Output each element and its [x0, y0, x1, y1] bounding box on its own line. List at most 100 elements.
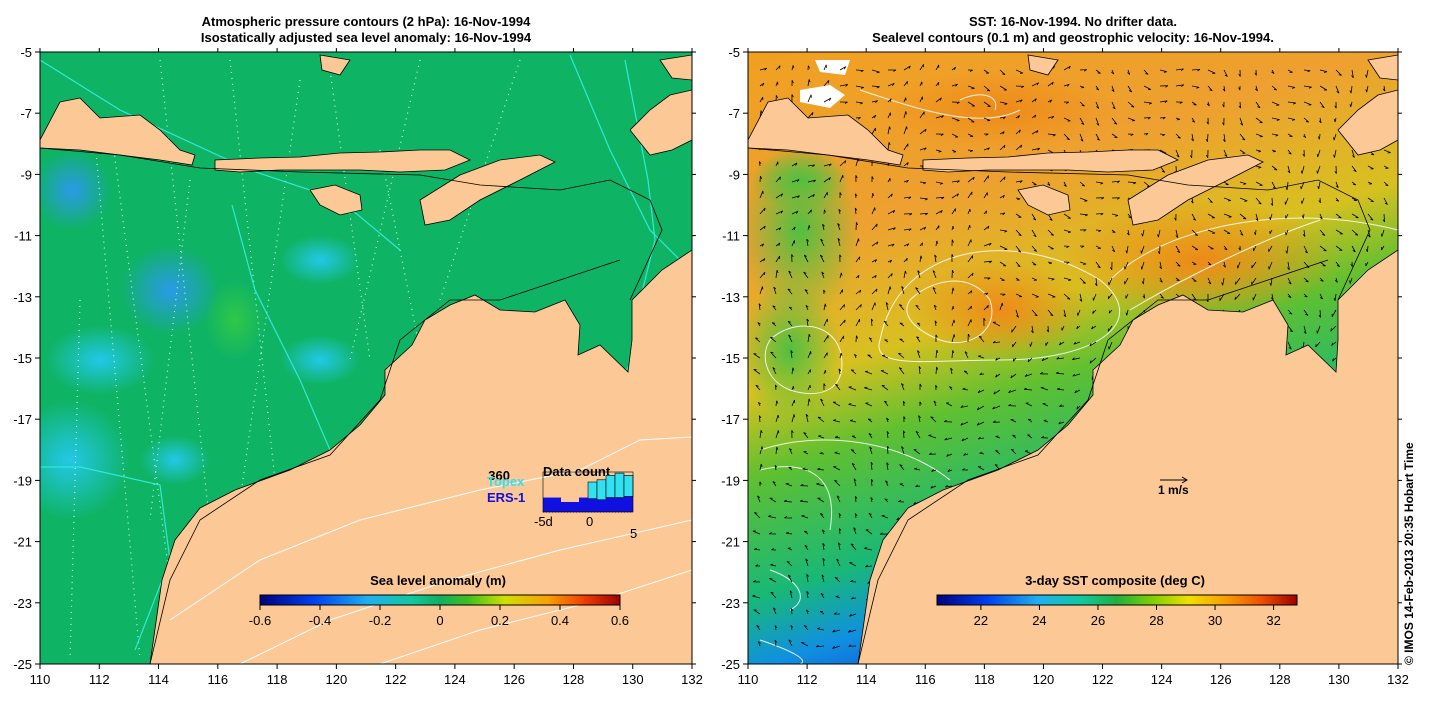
velocity-arrow [1043, 419, 1049, 423]
velocity-arrow [963, 370, 969, 375]
velocity-arrow [791, 94, 794, 103]
velocity-arrow [753, 609, 761, 615]
velocity-arrow [1092, 293, 1097, 301]
velocity-arrow [758, 641, 761, 647]
velocity-arrow [888, 69, 897, 72]
data-count-axis-label-start: -5d [534, 514, 553, 529]
velocity-arrow [1301, 213, 1305, 219]
velocity-arrow [1350, 261, 1353, 267]
velocity-arrow [935, 196, 945, 200]
velocity-arrow [1223, 229, 1231, 234]
velocity-arrow [1107, 293, 1113, 300]
velocity-arrow [899, 464, 905, 471]
velocity-arrow [854, 207, 858, 215]
velocity-arrow [753, 547, 761, 551]
aru-right [1337, 89, 1398, 156]
left-land-contours [169, 436, 692, 664]
velocity-arrow [790, 625, 794, 631]
velocity-arrow [919, 181, 927, 185]
velocity-arrow [848, 403, 857, 407]
velocity-arrow [753, 580, 761, 583]
velocity-arrow [1140, 245, 1145, 254]
velocity-arrow [775, 161, 779, 167]
velocity-arrow [1127, 133, 1134, 136]
sst-cool-2 [748, 280, 840, 420]
velocity-arrow [848, 629, 857, 633]
velocity-arrow [791, 65, 795, 71]
velocity-arrow [992, 321, 1001, 327]
velocity-arrow [999, 176, 1006, 183]
velocity-arrow [903, 243, 910, 247]
velocity-arrow [1207, 261, 1212, 266]
velocity-arrow [791, 254, 794, 263]
velocity-arrow [1127, 181, 1137, 185]
velocity-arrow [775, 400, 779, 407]
velocity-arrow [1029, 341, 1033, 347]
velocity-arrow [1175, 68, 1184, 72]
velocity-arrow [839, 192, 842, 198]
velocity-arrow [917, 350, 921, 359]
velocity-arrow [758, 415, 762, 423]
left-colorbar-ticks: -0.6 -0.4 -0.2 0 0.2 0.4 0.6 [249, 605, 629, 628]
velocity-arrow [1383, 181, 1389, 186]
velocity-arrow [791, 80, 794, 87]
velocity-arrow [903, 162, 909, 167]
velocity-arrow [1287, 117, 1296, 121]
data-count-max-label: 360 [488, 468, 510, 483]
java-right [748, 97, 904, 166]
velocity-arrow [850, 579, 857, 583]
velocity-arrow [1287, 309, 1293, 315]
velocity-arrow [1223, 69, 1228, 77]
velocity-arrow [807, 384, 811, 391]
velocity-arrow [951, 133, 959, 138]
velocity-arrow [1317, 133, 1321, 140]
velocity-arrow [1316, 149, 1321, 158]
velocity-arrow [1223, 149, 1228, 157]
right-y-tick-label: -17 [721, 412, 740, 427]
velocity-arrow [823, 64, 827, 71]
velocity-arrow [851, 435, 857, 439]
velocity-arrow [1223, 245, 1228, 251]
velocity-arrow [1124, 261, 1129, 270]
velocity-arrow [1010, 419, 1017, 423]
velocity-arrow [992, 420, 1001, 423]
velocity-arrow [788, 466, 793, 471]
velocity-arrow [999, 302, 1004, 311]
velocity-arrow [1089, 341, 1097, 347]
velocity-arrow [832, 419, 841, 423]
velocity-arrow [1287, 149, 1292, 155]
velocity-arrow [1041, 357, 1049, 362]
velocity-arrow [1047, 309, 1054, 317]
velocity-arrow [1222, 133, 1226, 143]
left-y-tick-label: -9 [20, 167, 32, 182]
velocity-arrow [807, 333, 811, 343]
ers-count-bar [570, 502, 579, 512]
velocity-arrow [791, 162, 798, 167]
right-colorbar-tick-label: 30 [1208, 613, 1222, 628]
velocity-arrow [967, 239, 972, 247]
left-title-line2: Isostatically adjusted sea level anomaly… [200, 30, 532, 45]
velocity-arrow [1063, 83, 1070, 87]
velocity-arrow [1047, 81, 1054, 87]
velocity-arrow [983, 292, 989, 296]
velocity-arrow [967, 272, 974, 279]
velocity-arrow [928, 452, 937, 455]
right-panel-title: SST: 16-Nov-1994. No drifter data. Seale… [748, 14, 1398, 46]
velocity-arrow [1365, 85, 1369, 93]
velocity-arrow [1027, 418, 1033, 423]
velocity-arrow [995, 450, 1001, 455]
velocity-arrow [919, 111, 925, 119]
velocity-arrow [993, 389, 1001, 395]
velocity-arrow [775, 255, 781, 263]
velocity-arrow [839, 101, 848, 104]
velocity-arrow [951, 305, 955, 311]
velocity-arrow [757, 322, 761, 327]
velocity-arrow [849, 613, 857, 617]
velocity-arrow [849, 562, 857, 567]
velocity-arrow [1383, 165, 1389, 169]
velocity-arrow [1191, 117, 1196, 123]
velocity-arrow [999, 101, 1008, 105]
velocity-arrow [919, 255, 923, 263]
data-count-axis-label-mid: 0 [586, 514, 593, 529]
velocity-arrow [887, 210, 896, 215]
